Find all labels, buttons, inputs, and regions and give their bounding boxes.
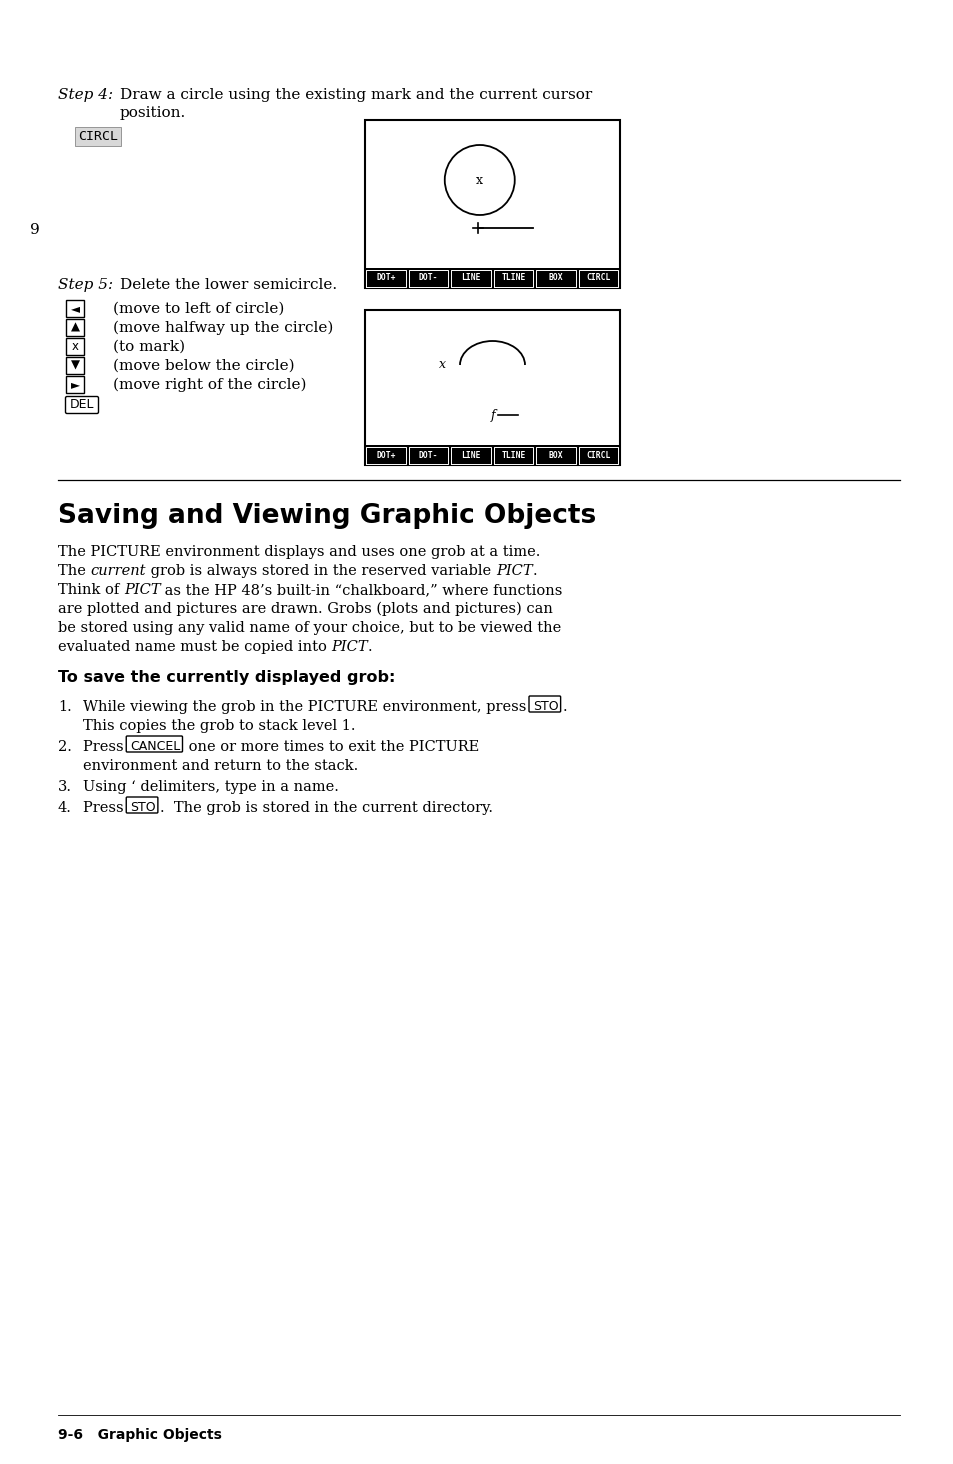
- Text: STO: STO: [531, 700, 556, 713]
- Text: f: f: [490, 408, 495, 422]
- Text: position.: position.: [120, 105, 186, 120]
- Bar: [409, 447, 448, 464]
- Text: PICT: PICT: [496, 564, 532, 578]
- Text: Draw a circle using the existing mark and the current cursor: Draw a circle using the existing mark an…: [120, 88, 592, 102]
- Text: (move right of the circle): (move right of the circle): [112, 378, 306, 392]
- Text: x: x: [71, 340, 78, 353]
- Text: TLINE: TLINE: [501, 451, 525, 460]
- Text: PICT: PICT: [331, 640, 368, 654]
- Text: (to mark): (to mark): [112, 340, 185, 354]
- Text: Delete the lower semicircle.: Delete the lower semicircle.: [120, 278, 336, 291]
- Text: Step 5:: Step 5:: [58, 278, 113, 291]
- Text: evaluated name must be copied into: evaluated name must be copied into: [58, 640, 331, 654]
- Bar: [451, 269, 491, 287]
- Text: TLINE: TLINE: [501, 274, 525, 283]
- FancyBboxPatch shape: [66, 357, 84, 373]
- Text: DOT+: DOT+: [376, 451, 395, 460]
- Text: The: The: [58, 564, 91, 578]
- Text: ◄: ◄: [71, 302, 79, 315]
- Bar: [365, 120, 619, 288]
- Bar: [365, 310, 619, 466]
- Text: one or more times to exit the PICTURE: one or more times to exit the PICTURE: [184, 739, 479, 754]
- Text: Saving and Viewing Graphic Objects: Saving and Viewing Graphic Objects: [58, 504, 596, 529]
- Bar: [578, 447, 618, 464]
- Text: Using ‘ delimiters, type in a name.: Using ‘ delimiters, type in a name.: [83, 780, 338, 793]
- Text: BOX: BOX: [548, 451, 563, 460]
- Text: 1.: 1.: [58, 700, 71, 714]
- Bar: [365, 268, 619, 288]
- FancyBboxPatch shape: [529, 695, 560, 712]
- Text: .: .: [562, 700, 567, 714]
- Text: BOX: BOX: [548, 274, 563, 283]
- Text: Press: Press: [83, 739, 128, 754]
- Text: 4.: 4.: [58, 801, 71, 815]
- Text: STO: STO: [533, 700, 558, 713]
- Bar: [578, 269, 618, 287]
- FancyBboxPatch shape: [66, 319, 84, 337]
- Text: are plotted and pictures are drawn. Grobs (plots and pictures) can: are plotted and pictures are drawn. Grob…: [58, 602, 553, 616]
- Text: ▼: ▼: [71, 359, 79, 372]
- Text: .: .: [368, 640, 373, 654]
- Text: LINE: LINE: [461, 274, 480, 283]
- Text: CIRCL: CIRCL: [586, 274, 610, 283]
- Text: Press: Press: [83, 801, 128, 815]
- Text: To save the currently displayed grob:: To save the currently displayed grob:: [58, 671, 395, 685]
- Bar: [366, 269, 406, 287]
- Text: (move to left of circle): (move to left of circle): [112, 302, 284, 316]
- Text: Step 4:: Step 4:: [58, 88, 113, 102]
- Text: DOT-: DOT-: [418, 451, 438, 460]
- Text: environment and return to the stack.: environment and return to the stack.: [83, 758, 358, 773]
- FancyBboxPatch shape: [66, 300, 84, 318]
- Bar: [366, 447, 406, 464]
- Text: (move halfway up the circle): (move halfway up the circle): [112, 321, 333, 335]
- Text: 2.: 2.: [58, 739, 71, 754]
- Text: PICT: PICT: [124, 583, 160, 597]
- FancyBboxPatch shape: [126, 736, 182, 752]
- Text: DOT-: DOT-: [418, 274, 438, 283]
- Bar: [494, 269, 533, 287]
- Text: (move below the circle): (move below the circle): [112, 359, 294, 373]
- Text: x: x: [438, 359, 446, 372]
- Text: 9-6   Graphic Objects: 9-6 Graphic Objects: [58, 1427, 222, 1442]
- Bar: [451, 447, 491, 464]
- Text: The PICTURE environment displays and uses one grob at a time.: The PICTURE environment displays and use…: [58, 545, 539, 559]
- Text: be stored using any valid name of your choice, but to be viewed the: be stored using any valid name of your c…: [58, 621, 560, 635]
- Text: 3.: 3.: [58, 780, 71, 793]
- Text: CIRCL: CIRCL: [78, 130, 118, 143]
- Text: current: current: [91, 564, 146, 578]
- Bar: [494, 447, 533, 464]
- Text: ►: ►: [71, 378, 79, 391]
- Bar: [536, 269, 576, 287]
- Text: LINE: LINE: [461, 451, 480, 460]
- Text: CIRCL: CIRCL: [586, 451, 610, 460]
- Text: .: .: [532, 564, 537, 578]
- Text: as the HP 48’s built-in “chalkboard,” where functions: as the HP 48’s built-in “chalkboard,” wh…: [160, 583, 562, 597]
- Text: CANCEL: CANCEL: [131, 739, 180, 752]
- Bar: [536, 447, 576, 464]
- FancyBboxPatch shape: [126, 796, 157, 813]
- Text: .  The grob is stored in the current directory.: . The grob is stored in the current dire…: [160, 801, 493, 815]
- Text: CANCEL: CANCEL: [128, 739, 178, 752]
- FancyBboxPatch shape: [66, 376, 84, 392]
- Text: STO: STO: [128, 801, 153, 814]
- Text: grob is always stored in the reserved variable: grob is always stored in the reserved va…: [146, 564, 496, 578]
- Text: This copies the grob to stack level 1.: This copies the grob to stack level 1.: [83, 719, 355, 733]
- Text: STO: STO: [131, 801, 155, 814]
- Text: Think of: Think of: [58, 583, 124, 597]
- Text: DOT+: DOT+: [376, 274, 395, 283]
- FancyBboxPatch shape: [66, 338, 84, 354]
- Text: x: x: [476, 174, 483, 186]
- Text: DEL: DEL: [70, 398, 94, 411]
- Text: While viewing the grob in the PICTURE environment, press: While viewing the grob in the PICTURE en…: [83, 700, 531, 714]
- Text: 9: 9: [30, 223, 40, 237]
- FancyBboxPatch shape: [66, 397, 98, 413]
- Bar: [365, 445, 619, 466]
- Bar: [409, 269, 448, 287]
- Text: ▲: ▲: [71, 321, 79, 334]
